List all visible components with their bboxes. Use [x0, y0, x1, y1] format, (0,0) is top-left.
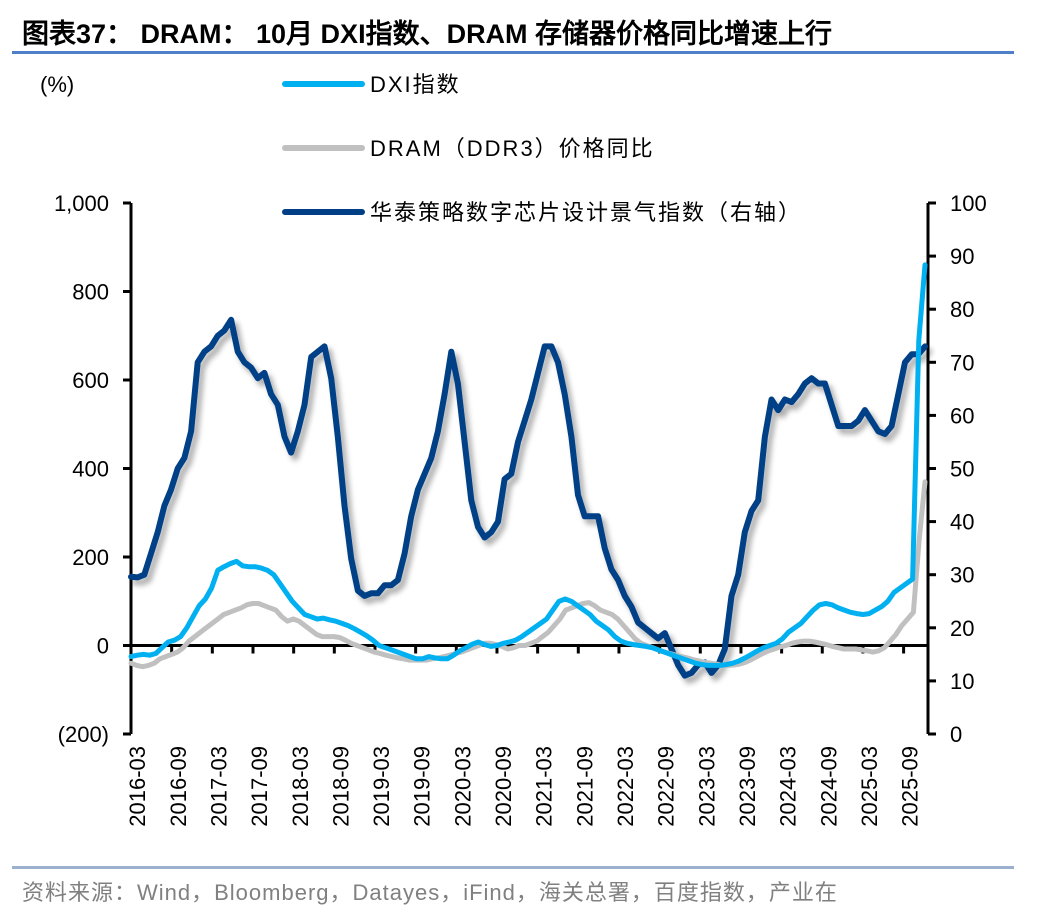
x-axis: 2016-03 2016-09 2017-03 2017-09 2018-03 2018-…	[125, 644, 928, 827]
footer-divider	[12, 866, 1014, 869]
source-note: 资料来源：Wind，Bloomberg，Datayes，iFind，海关总署，百…	[22, 880, 838, 905]
x-axis-tick-label: 2022-09	[654, 746, 679, 827]
x-axis-tick-label: 2023-03	[694, 746, 719, 827]
right-axis-tick-label: 50	[950, 457, 974, 482]
series-line-dxi	[128, 262, 928, 668]
x-axis-tick-label: 2016-03	[125, 746, 150, 827]
right-axis-tick-label: 30	[950, 563, 974, 588]
series-line-dram	[128, 479, 928, 670]
series-line-huatai	[128, 316, 928, 679]
x-axis-tick-label: 2018-09	[328, 746, 353, 827]
series-group	[128, 262, 928, 679]
x-axis-tick-label: 2017-09	[247, 746, 272, 827]
right-axis-tick-label: 80	[950, 297, 974, 322]
right-axis-tick-label: 70	[950, 350, 974, 375]
x-axis-tick-label: 2021-03	[532, 746, 557, 827]
left-axis-tick-label: (200)	[58, 722, 109, 747]
right-axis-tick-label: 20	[950, 616, 974, 641]
right-axis-tick-label: 60	[950, 403, 974, 428]
x-axis-tick-label: 2017-03	[206, 746, 231, 827]
y-axis-unit-label: (%)	[40, 72, 74, 97]
left-axis-tick-label: 800	[72, 280, 109, 305]
x-axis-tick-label: 2025-03	[857, 746, 882, 827]
right-axis-tick-label: 100	[950, 191, 987, 216]
legend-label: DXI指数	[370, 72, 461, 97]
right-axis-tick-label: 0	[950, 722, 962, 747]
x-axis-tick-label: 2019-03	[369, 746, 394, 827]
x-axis-tick-label: 2020-09	[491, 746, 516, 827]
left-axis-tick-label: 200	[72, 545, 109, 570]
x-axis-tick-label: 2025-09	[898, 746, 923, 827]
x-axis-tick-label: 2016-09	[166, 746, 191, 827]
legend-label: DRAM（DDR3）价格同比	[370, 136, 655, 161]
left-axis-tick-label: 0	[97, 634, 109, 659]
x-axis-tick-label: 2018-03	[288, 746, 313, 827]
x-axis-tick-label: 2024-09	[816, 746, 841, 827]
right-y-axis: 0 10 20 30 40 50 60 70 80 90 100	[926, 191, 987, 747]
left-y-axis: (200) 0 200 400 600 800 1,000	[54, 191, 133, 747]
x-axis-tick-label: 2019-09	[410, 746, 435, 827]
chart-title: 图表37： DRAM： 10月 DXI指数、DRAM 存储器价格同比增速上行	[22, 19, 833, 49]
x-axis-tick-label: 2024-03	[776, 746, 801, 827]
right-axis-tick-label: 10	[950, 669, 974, 694]
right-axis-tick-label: 40	[950, 510, 974, 535]
x-axis-tick-label: 2020-03	[450, 746, 475, 827]
left-axis-tick-label: 600	[72, 368, 109, 393]
title-divider	[12, 51, 1014, 54]
x-axis-tick-label: 2023-09	[735, 746, 760, 827]
legend-label: 华泰策略数字芯片设计景气指数（右轴）	[370, 200, 802, 225]
left-axis-tick-label: 1,000	[54, 191, 109, 216]
right-axis-tick-label: 90	[950, 244, 974, 269]
x-axis-tick-label: 2021-09	[572, 746, 597, 827]
x-axis-tick-label: 2022-03	[613, 746, 638, 827]
left-axis-tick-label: 400	[72, 457, 109, 482]
